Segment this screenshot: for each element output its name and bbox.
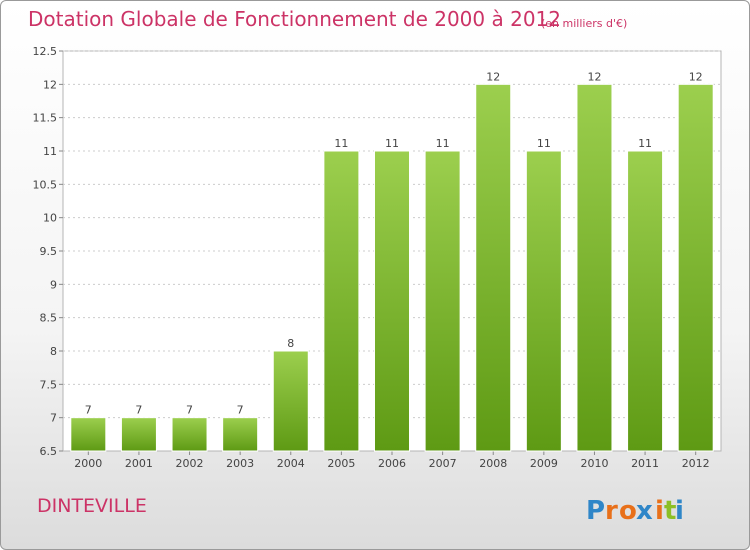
logo-letter: P — [586, 496, 605, 526]
bar-value-label: 12 — [486, 70, 500, 83]
commune-name: DINTEVILLE — [37, 495, 147, 517]
bar-2002 — [171, 417, 208, 452]
bar-value-label: 11 — [537, 137, 551, 150]
bar-2009 — [525, 150, 562, 452]
logo-letter: o — [619, 496, 637, 526]
x-tick-label: 2004 — [277, 457, 305, 470]
x-tick-label: 2011 — [631, 457, 659, 470]
logo-letter: x — [636, 496, 653, 526]
logo-letter: r — [605, 496, 618, 526]
bar-value-label: 7 — [237, 404, 244, 417]
y-tick-label: 8 — [50, 345, 57, 358]
bar-2006 — [374, 150, 410, 452]
bar-value-label: 11 — [638, 137, 652, 150]
bar-value-label: 11 — [385, 137, 399, 150]
bar-2005 — [323, 150, 360, 452]
bar-value-label: 12 — [689, 70, 703, 83]
x-tick-label: 2005 — [327, 457, 355, 470]
x-tick-label: 2003 — [226, 457, 254, 470]
logo-letter: t — [664, 496, 676, 526]
y-tick-label: 11.5 — [33, 112, 58, 125]
bar-value-label: 7 — [135, 404, 142, 417]
y-tick-label: 10.5 — [33, 178, 58, 191]
chart-subtitle: (en milliers d'€) — [541, 17, 628, 30]
bar-value-label: 7 — [85, 404, 92, 417]
x-tick-label: 2002 — [176, 457, 204, 470]
x-tick-label: 2001 — [125, 457, 153, 470]
y-tick-label: 9.5 — [40, 245, 58, 258]
x-tick-label: 2007 — [429, 457, 457, 470]
y-tick-label: 9 — [50, 278, 57, 291]
y-tick-label: 12.5 — [33, 45, 58, 58]
chart-title: Dotation Globale de Fonctionnement de 20… — [28, 7, 561, 31]
bar-2003 — [222, 417, 259, 452]
bar-2011 — [627, 150, 664, 452]
bar-2001 — [120, 417, 157, 452]
y-tick-label: 6.5 — [40, 445, 58, 458]
bar-2000 — [70, 417, 107, 452]
x-tick-label: 2009 — [530, 457, 558, 470]
bar-value-label: 12 — [587, 70, 601, 83]
bar-2007 — [424, 150, 461, 452]
x-tick-label: 2010 — [580, 457, 608, 470]
bar-2004 — [272, 350, 309, 452]
x-tick-label: 2000 — [74, 457, 102, 470]
bar-value-label: 11 — [334, 137, 348, 150]
y-tick-label: 7.5 — [40, 378, 58, 391]
y-tick-label: 12 — [43, 78, 57, 91]
x-tick-label: 2012 — [682, 457, 710, 470]
bar-2008 — [475, 83, 512, 452]
y-tick-label: 10 — [43, 212, 57, 225]
x-tick-label: 2006 — [378, 457, 406, 470]
y-tick-label: 7 — [50, 412, 57, 425]
bar-value-label: 11 — [436, 137, 450, 150]
logo-letter: i — [675, 496, 684, 526]
bar-chart: 6.5 7 7.5 8 8.5 9 9.5 10 10.5 11 11.5 12 12.5 7 2000 7 2… — [33, 45, 722, 470]
bar-2012 — [677, 83, 714, 452]
x-tick-label: 2008 — [479, 457, 507, 470]
y-tick-label: 8.5 — [40, 312, 58, 325]
bar-2010 — [576, 83, 613, 452]
bar-value-label: 7 — [186, 404, 193, 417]
y-tick-label: 11 — [43, 145, 57, 158]
bar-value-label: 8 — [287, 337, 294, 350]
logo-letter: i — [655, 496, 664, 526]
